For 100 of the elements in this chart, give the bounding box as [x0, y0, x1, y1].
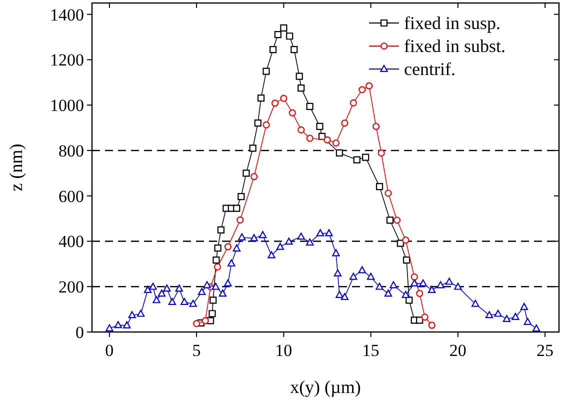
point — [228, 259, 236, 266]
point — [163, 284, 171, 292]
point — [402, 236, 410, 244]
point — [175, 284, 183, 292]
y-tick-label: 600 — [58, 186, 84, 206]
point — [290, 46, 298, 54]
point — [262, 121, 270, 128]
point — [276, 242, 284, 250]
point — [428, 286, 436, 293]
point — [274, 30, 282, 38]
point — [376, 282, 384, 290]
point — [280, 94, 288, 102]
y-tick-label: 0 — [76, 323, 84, 342]
point — [336, 290, 344, 298]
x-tick-label: 0 — [105, 341, 114, 360]
x-tick-label: 15 — [362, 341, 380, 360]
point — [270, 46, 277, 54]
point — [152, 296, 160, 304]
point — [324, 136, 331, 144]
point — [180, 298, 188, 305]
point — [396, 240, 404, 247]
point — [242, 170, 250, 177]
point — [297, 232, 305, 240]
point — [532, 324, 540, 332]
point — [366, 272, 375, 280]
point — [271, 100, 279, 107]
point — [390, 281, 398, 288]
point — [254, 119, 262, 127]
point — [334, 269, 342, 276]
point — [386, 216, 394, 224]
point — [410, 279, 418, 286]
point — [341, 119, 348, 127]
point — [296, 72, 303, 80]
point — [362, 154, 370, 161]
point — [250, 234, 258, 242]
point — [214, 263, 222, 270]
x-tick-label: 10 — [275, 341, 292, 360]
point — [316, 229, 324, 236]
point — [249, 144, 256, 152]
point — [306, 238, 314, 246]
point — [217, 226, 224, 234]
point — [198, 288, 206, 296]
point — [214, 244, 222, 252]
point — [332, 249, 340, 256]
point — [238, 233, 246, 240]
point — [298, 84, 305, 92]
point — [202, 317, 209, 324]
point — [378, 149, 385, 157]
x-tick-label: 5 — [192, 341, 201, 360]
point — [402, 290, 410, 298]
point — [384, 190, 392, 197]
point — [288, 109, 296, 116]
point — [393, 216, 400, 224]
point — [502, 314, 511, 322]
y-tick-label: 400 — [58, 232, 84, 252]
point — [436, 281, 444, 288]
point — [128, 311, 136, 318]
point — [524, 318, 532, 325]
point — [512, 312, 520, 320]
point — [212, 282, 220, 290]
point — [203, 281, 211, 288]
y-tick-label: 1200 — [50, 50, 84, 70]
point — [454, 282, 462, 290]
point — [106, 324, 114, 332]
point — [416, 316, 424, 324]
point — [376, 183, 384, 190]
point — [136, 310, 145, 317]
x-tick-label: 25 — [536, 341, 554, 360]
point — [258, 230, 267, 238]
point — [358, 266, 366, 274]
point — [123, 321, 131, 328]
point — [421, 313, 428, 321]
point — [520, 302, 528, 310]
point — [285, 238, 293, 245]
x-tick-label: 20 — [449, 341, 466, 360]
point — [298, 126, 305, 134]
point — [358, 86, 366, 94]
point — [158, 290, 166, 297]
point — [286, 32, 294, 40]
point — [257, 94, 265, 102]
point — [485, 311, 494, 318]
y-tick-label: 1400 — [50, 5, 84, 24]
point — [306, 102, 314, 110]
point — [233, 204, 240, 212]
point — [494, 310, 502, 317]
point — [193, 320, 200, 328]
point — [189, 300, 197, 307]
point — [372, 122, 380, 130]
point — [350, 99, 357, 106]
y-axis-title: z (nm) — [6, 144, 26, 192]
point — [210, 296, 217, 304]
point — [419, 279, 427, 286]
point — [212, 256, 220, 264]
legend-label: fixed in subst. — [404, 36, 506, 56]
point — [340, 292, 349, 300]
point — [149, 282, 157, 290]
point — [208, 310, 216, 318]
point — [428, 322, 436, 329]
point — [336, 149, 343, 157]
x-axis-title: x(y) (µm) — [290, 377, 361, 397]
